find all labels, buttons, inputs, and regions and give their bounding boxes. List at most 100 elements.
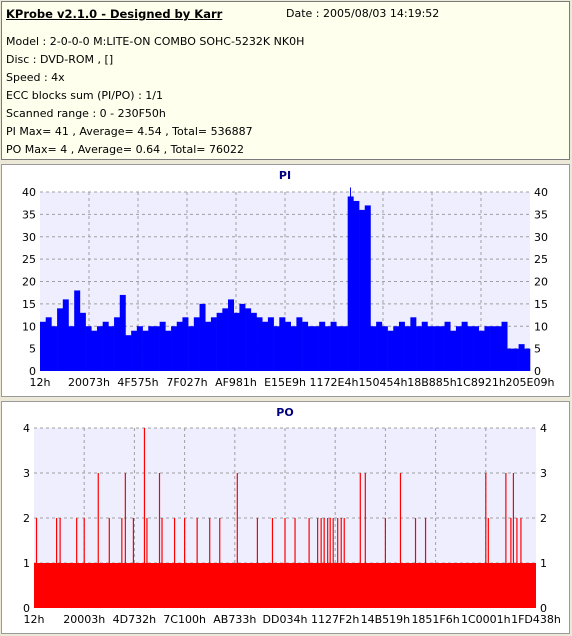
pi-bar xyxy=(216,312,223,371)
pi-bar xyxy=(267,317,274,371)
report-date: Date : 2005/08/03 14:19:52 xyxy=(286,7,440,20)
po-chart: PO 0 0 1 1 2 2 3 3 4 4 12h 20003h 4D732h 7C100h AB733h D… xyxy=(23,406,561,626)
pi-xtick-label: 7F027h xyxy=(166,376,207,389)
pi-bar xyxy=(518,344,525,371)
pi-ytick-right: 10 xyxy=(534,320,548,333)
pi-bar xyxy=(307,326,314,371)
po-xtick-label: 7C100h xyxy=(163,613,206,626)
pi-bar xyxy=(79,312,86,371)
pi-ytick-right: 0 xyxy=(534,365,541,378)
po-xtick-label: 4D732h xyxy=(113,613,156,626)
pi-xtick-label: 20073h xyxy=(68,376,110,389)
po-chart-panel: PO 0 0 1 1 2 2 3 3 4 4 12h 20003h 4D732h 7C100h AB733h D… xyxy=(1,401,570,634)
pi-ytick-right: 25 xyxy=(534,253,548,266)
po-xtick-label: DD034h xyxy=(263,613,308,626)
pi-bar xyxy=(85,326,92,371)
pi-bar xyxy=(262,321,269,371)
pi-bar xyxy=(131,330,138,371)
pi-bar xyxy=(512,348,519,371)
po-ytick-right: 3 xyxy=(540,467,547,480)
pi-bar xyxy=(62,299,69,371)
pi-bar xyxy=(341,326,348,371)
info-panel: KProbe v2.1.0 - Designed by Karr Date : … xyxy=(1,1,570,160)
pi-bar xyxy=(148,326,155,371)
pi-ytick-left: 25 xyxy=(22,253,36,266)
pi-bar xyxy=(159,321,166,371)
pi-ytick-right: 35 xyxy=(534,208,548,221)
pi-bar xyxy=(245,308,252,371)
pi-chart-title: PI xyxy=(279,169,291,182)
pi-bar xyxy=(484,326,491,371)
pi-xtick-label: AF981h xyxy=(215,376,257,389)
ecc-line: ECC blocks sum (PI/PO) : 1/1 xyxy=(6,89,163,102)
pi-bar xyxy=(324,326,331,371)
po-ytick-left: 0 xyxy=(23,602,30,615)
pi-ytick-left: 10 xyxy=(22,320,36,333)
pi-ytick-right: 5 xyxy=(534,343,541,356)
pi-bar xyxy=(188,326,195,371)
pi-bar xyxy=(444,321,451,371)
pi-bar xyxy=(461,321,468,371)
po-xtick-label: 14B519h xyxy=(361,613,411,626)
po-ytick-right: 2 xyxy=(540,512,547,525)
po-ytick-left: 2 xyxy=(23,512,30,525)
pi-bar xyxy=(114,317,121,371)
scanned-range-line: Scanned range : 0 - 230F50h xyxy=(6,107,166,120)
po-xtick-label: 12h xyxy=(24,613,45,626)
pi-ytick-right: 30 xyxy=(534,231,548,244)
speed-line: Speed : 4x xyxy=(6,71,65,84)
pi-bar xyxy=(393,326,400,371)
pi-bar xyxy=(353,200,360,371)
pi-bar xyxy=(273,326,280,371)
pi-bar xyxy=(57,308,64,371)
pi-xtick-label: 4F575h xyxy=(117,376,158,389)
pi-bar xyxy=(473,326,480,371)
pi-ytick-left: 0 xyxy=(29,365,36,378)
pi-bar xyxy=(199,303,206,371)
pi-bar xyxy=(68,326,75,371)
pi-bar xyxy=(102,321,109,371)
pi-bar xyxy=(359,209,366,371)
pi-bar xyxy=(330,321,337,371)
pi-bar xyxy=(416,326,423,371)
pi-bar xyxy=(279,317,286,371)
pi-bar xyxy=(176,321,183,371)
pi-bar xyxy=(96,326,103,371)
pi-chart-panel: PI 0 0 5 5 10 10 15 15 20 20 25 25 30 30 35 35 40 40 12h 200… xyxy=(1,164,570,397)
po-xtick-label: 1FD438h xyxy=(511,613,561,626)
pi-bar xyxy=(182,317,189,371)
pi-bar xyxy=(421,321,428,371)
pi-bar xyxy=(74,290,81,371)
pi-bar xyxy=(427,326,434,371)
po-xtick-label: 1127F2h xyxy=(311,613,359,626)
pi-bar xyxy=(313,326,320,371)
pi-xtick-label: 150454h xyxy=(359,376,408,389)
pi-xtick-label: 18B885h xyxy=(407,376,457,389)
pi-bar xyxy=(171,326,178,371)
po-xtick-label: 1851F6h xyxy=(411,613,459,626)
po-baseline-fill xyxy=(34,563,536,608)
pi-bar xyxy=(501,321,508,371)
pi-xtick-label: 205E09h xyxy=(506,376,555,389)
pi-bar xyxy=(507,348,514,371)
pi-bar xyxy=(205,321,212,371)
pi-bar xyxy=(228,299,235,371)
po-ytick-left: 1 xyxy=(23,557,30,570)
pi-bar xyxy=(398,321,405,371)
pi-bar xyxy=(438,326,445,371)
pi-bar xyxy=(119,294,126,371)
pi-bar xyxy=(450,330,457,371)
pi-ytick-left: 30 xyxy=(22,231,36,244)
po-ytick-right: 4 xyxy=(540,422,547,435)
pi-ytick-right: 20 xyxy=(534,276,548,289)
pi-bar xyxy=(136,326,143,371)
po-ytick-right: 1 xyxy=(540,557,547,570)
pi-stats-line: PI Max= 41 , Average= 4.54 , Total= 5368… xyxy=(6,125,253,138)
pi-ytick-right: 40 xyxy=(534,186,548,199)
po-ytick-right: 0 xyxy=(540,602,547,615)
pi-bar xyxy=(290,326,297,371)
disc-line: Disc : DVD-ROM , [] xyxy=(6,53,114,66)
pi-bar xyxy=(256,317,263,371)
pi-bar xyxy=(381,326,388,371)
pi-bar xyxy=(370,326,377,371)
